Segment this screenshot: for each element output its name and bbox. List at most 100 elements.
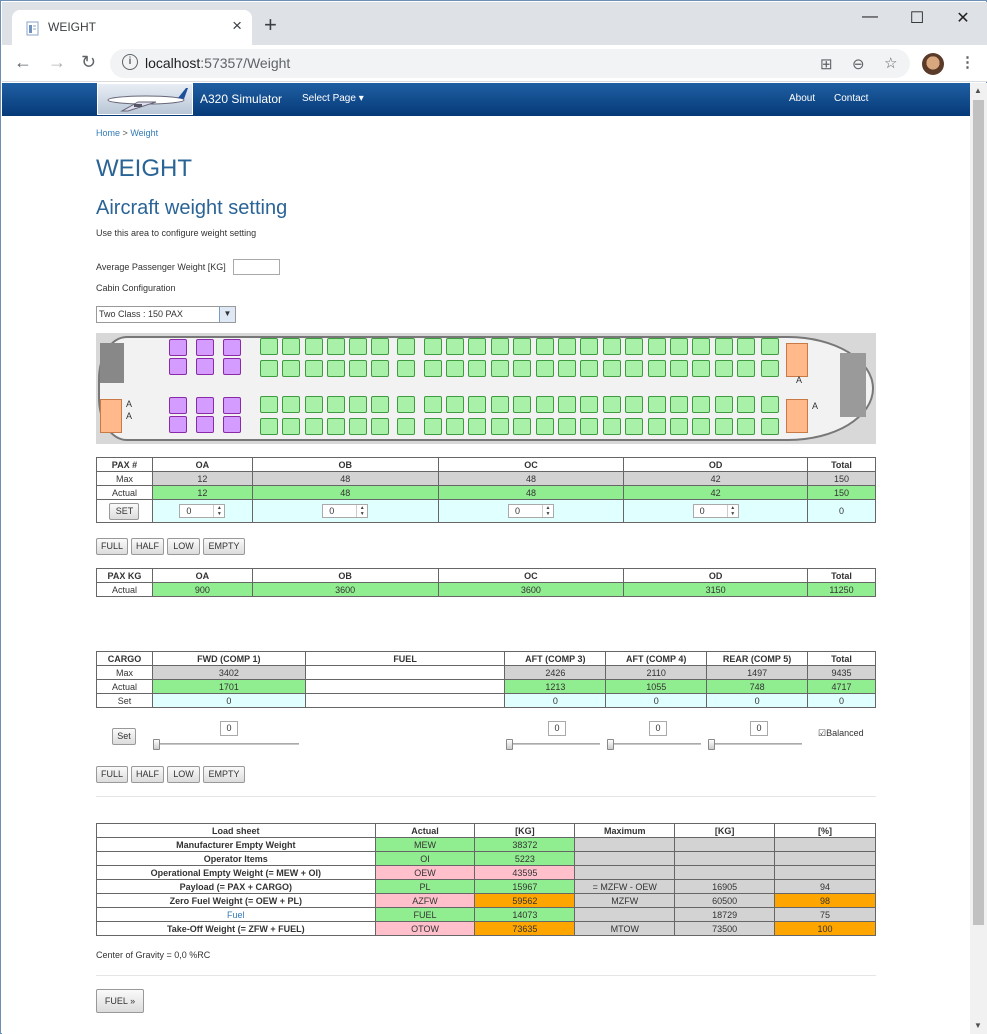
economy-seat[interactable] [761, 418, 779, 435]
new-tab-icon[interactable]: + [264, 12, 277, 37]
economy-seat[interactable] [737, 418, 755, 435]
first-class-seat[interactable] [223, 358, 241, 375]
economy-seat[interactable] [282, 396, 300, 413]
first-class-seat[interactable] [223, 416, 241, 433]
economy-seat[interactable] [349, 418, 367, 435]
cargo-aft4-value[interactable]: 0 [649, 721, 667, 736]
economy-seat[interactable] [692, 338, 710, 355]
economy-seat[interactable] [260, 396, 278, 413]
nav-contact[interactable]: Contact [834, 93, 869, 104]
pax-ob-stepper[interactable]: 0 ▲ ▼ [322, 504, 369, 518]
economy-seat[interactable] [603, 360, 621, 377]
economy-seat[interactable] [648, 418, 666, 435]
economy-seat[interactable] [327, 338, 345, 355]
cargo-aft3-slider-thumb[interactable] [506, 739, 513, 750]
economy-seat[interactable] [558, 338, 576, 355]
bookmark-star-icon[interactable]: ☆ [884, 55, 898, 72]
economy-seat[interactable] [513, 396, 531, 413]
economy-seat[interactable] [446, 360, 464, 377]
economy-seat[interactable] [397, 418, 415, 435]
economy-seat[interactable] [670, 338, 688, 355]
cargo-low-button[interactable]: LOW [167, 766, 200, 783]
economy-seat[interactable] [625, 418, 643, 435]
cargo-set-button[interactable]: Set [112, 728, 136, 745]
pax-half-button[interactable]: HALF [131, 538, 164, 555]
economy-seat[interactable] [715, 396, 733, 413]
pax-empty-button[interactable]: EMPTY [203, 538, 245, 555]
economy-seat[interactable] [670, 396, 688, 413]
economy-seat[interactable] [580, 338, 598, 355]
close-window-icon[interactable]: ✕ [956, 10, 970, 27]
cargo-rear-value[interactable]: 0 [750, 721, 768, 736]
checkbox-checked-icon[interactable]: ☑ [818, 728, 827, 738]
first-class-seat[interactable] [196, 416, 214, 433]
browser-tab[interactable]: WEIGHT × [12, 10, 252, 45]
scroll-up-icon[interactable]: ▲ [974, 86, 982, 95]
economy-seat[interactable] [305, 396, 323, 413]
economy-seat[interactable] [737, 396, 755, 413]
aircraft-logo-image[interactable] [97, 83, 193, 115]
economy-seat[interactable] [260, 360, 278, 377]
economy-seat[interactable] [424, 338, 442, 355]
economy-seat[interactable] [648, 360, 666, 377]
cargo-aft3-value[interactable]: 0 [548, 721, 566, 736]
economy-seat[interactable] [692, 396, 710, 413]
cargo-fwd-slider-thumb[interactable] [153, 739, 160, 750]
economy-seat[interactable] [580, 360, 598, 377]
economy-seat[interactable] [327, 418, 345, 435]
maximize-icon[interactable]: ☐ [909, 10, 925, 27]
first-class-seat[interactable] [169, 339, 187, 356]
economy-seat[interactable] [692, 360, 710, 377]
cabin-config-select[interactable]: Two Class : 150 PAX ▼ [96, 306, 236, 323]
first-class-seat[interactable] [223, 339, 241, 356]
economy-seat[interactable] [625, 396, 643, 413]
economy-seat[interactable] [349, 360, 367, 377]
economy-seat[interactable] [349, 396, 367, 413]
economy-seat[interactable] [305, 338, 323, 355]
cargo-rear-slider-thumb[interactable] [708, 739, 715, 750]
economy-seat[interactable] [603, 338, 621, 355]
economy-seat[interactable] [446, 338, 464, 355]
forward-icon[interactable]: → [48, 52, 66, 72]
economy-seat[interactable] [424, 396, 442, 413]
zoom-icon[interactable]: ⊖ [852, 56, 865, 73]
economy-seat[interactable] [692, 418, 710, 435]
economy-seat[interactable] [603, 418, 621, 435]
economy-seat[interactable] [761, 338, 779, 355]
economy-seat[interactable] [282, 418, 300, 435]
economy-seat[interactable] [670, 418, 688, 435]
chevron-down-icon[interactable]: ▼ [219, 307, 235, 322]
pax-od-stepper[interactable]: 0 ▲ ▼ [692, 504, 739, 518]
fuel-link[interactable]: Fuel [96, 907, 376, 922]
back-icon[interactable]: ← [14, 52, 32, 72]
economy-seat[interactable] [625, 360, 643, 377]
cargo-rear-slider-track[interactable] [710, 743, 802, 745]
pax-oa-stepper[interactable]: 0 ▲ ▼ [179, 504, 226, 518]
menu-kebab-icon[interactable]: ⋮ [960, 54, 975, 71]
breadcrumb-home[interactable]: Home [96, 128, 121, 138]
economy-seat[interactable] [424, 360, 442, 377]
economy-seat[interactable] [603, 396, 621, 413]
cargo-half-button[interactable]: HALF [131, 766, 164, 783]
first-class-seat[interactable] [223, 397, 241, 414]
economy-seat[interactable] [536, 396, 554, 413]
economy-seat[interactable] [761, 396, 779, 413]
economy-seat[interactable] [282, 338, 300, 355]
economy-seat[interactable] [397, 396, 415, 413]
avg-pax-weight-input[interactable] [233, 259, 280, 275]
economy-seat[interactable] [737, 338, 755, 355]
economy-seat[interactable] [468, 396, 486, 413]
economy-seat[interactable] [260, 418, 278, 435]
economy-seat[interactable] [349, 338, 367, 355]
economy-seat[interactable] [715, 338, 733, 355]
economy-seat[interactable] [468, 338, 486, 355]
economy-seat[interactable] [491, 418, 509, 435]
breadcrumb-current[interactable]: Weight [130, 128, 159, 138]
fuel-next-button[interactable]: FUEL » [96, 989, 144, 1013]
brand-title[interactable]: A320 Simulator [200, 92, 283, 106]
address-bar[interactable]: i localhost:57357/Weight ⊞ ⊖ ☆ [110, 49, 910, 78]
economy-seat[interactable] [468, 418, 486, 435]
economy-seat[interactable] [513, 418, 531, 435]
economy-seat[interactable] [446, 396, 464, 413]
pax-oc-stepper[interactable]: 0 ▲ ▼ [507, 504, 554, 518]
